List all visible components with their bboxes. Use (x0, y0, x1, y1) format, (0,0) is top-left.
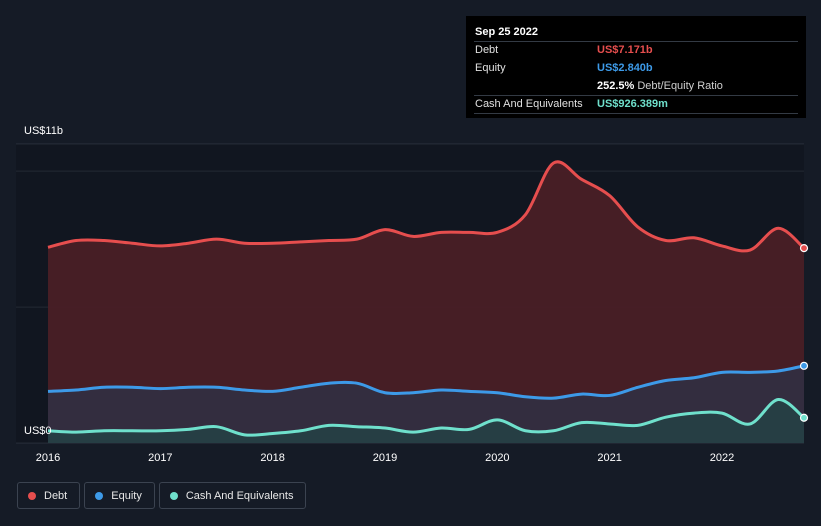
tooltip-value-equity: US$2.840b (597, 62, 653, 74)
legend-dot-icon (169, 491, 178, 500)
tooltip-label (474, 78, 597, 95)
y-tick-label-top: US$11b (24, 125, 63, 137)
line-cash-and-equivalents (47, 398, 805, 437)
legend-dot-icon (95, 491, 104, 500)
x-tick-label: 2016 (36, 452, 60, 464)
x-tick-label: 2018 (260, 452, 284, 464)
area-debt (48, 161, 804, 443)
tooltip-date: Sep 25 2022 (475, 26, 538, 38)
x-axis-labels: 2016 2017 2018 2019 2020 2021 2022 (36, 452, 734, 464)
legend-label: Cash And Equivalents (185, 489, 294, 502)
tooltip-label: Debt (475, 44, 499, 56)
tooltip-row-debt: Debt US$7.171b (474, 41, 798, 59)
x-tick-label: 2020 (485, 452, 509, 464)
legend-label: Debt (44, 489, 68, 502)
tooltip-panel: Sep 25 2022 Debt US$7.171b Equity US$2.8… (466, 16, 806, 118)
legend: Debt Equity Cash And Equivalents (17, 482, 307, 509)
tooltip-value-debt: US$7.171b (597, 44, 653, 56)
legend-dot-icon (28, 491, 36, 500)
tooltip-label: Equity (475, 62, 506, 74)
tooltip-ratio-suffix: Debt/Equity Ratio (637, 80, 723, 92)
tooltip-row-cash: Cash And Equivalents US$926.389m (474, 95, 798, 114)
series-lines (47, 160, 806, 437)
legend-item-cash[interactable]: Cash And Equivalents (158, 482, 307, 509)
x-tick-label: 2019 (373, 452, 397, 464)
point-equity (799, 361, 809, 370)
line-debt (47, 160, 806, 253)
y-axis-labels: US$11b US$0 (24, 125, 63, 437)
legend-item-equity[interactable]: Equity (84, 482, 155, 509)
line-equity (47, 364, 805, 400)
tooltip-row-equity: Equity US$2.840b (474, 59, 798, 77)
point-debt (799, 244, 809, 253)
y-tick-label-bottom: US$0 (24, 425, 52, 437)
x-tick-label: 2021 (597, 452, 621, 464)
area-cash-and-equivalents (48, 399, 804, 443)
series-end-markers (799, 244, 809, 422)
legend-item-debt[interactable]: Debt (17, 482, 81, 509)
x-tick-label: 2022 (710, 452, 734, 464)
x-tick-label: 2017 (148, 452, 172, 464)
tooltip-label: Cash And Equivalents (475, 98, 583, 110)
tooltip-value-cash: US$926.389m (597, 98, 668, 110)
tooltip-value-ratio: 252.5% (597, 80, 635, 92)
legend-label: Equity (111, 489, 142, 502)
tooltip-row-ratio: 252.5% Debt/Equity Ratio (474, 77, 798, 95)
point-cash-and-equivalents (799, 413, 809, 422)
